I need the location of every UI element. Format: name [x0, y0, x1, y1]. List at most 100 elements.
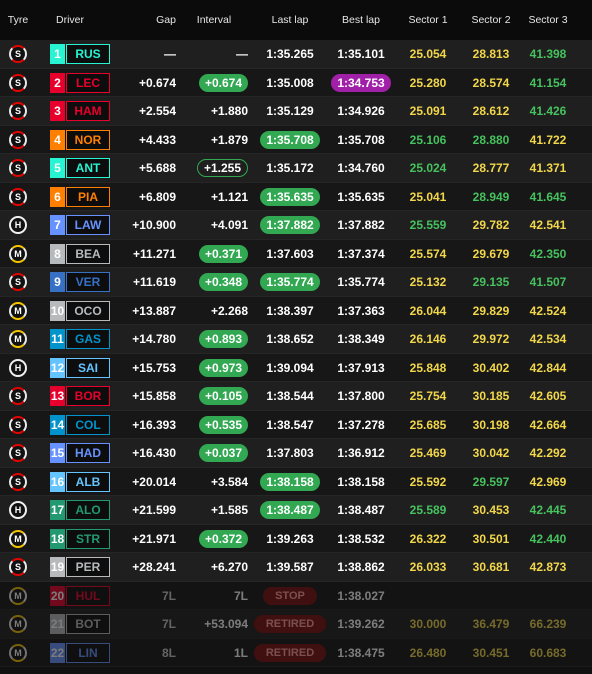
table-row[interactable]: S 16 ALB +20.014 +3.584 1:38.158 1:38.158 25.59… — [0, 467, 592, 496]
best-lap-value: 1:35.708 — [337, 132, 385, 147]
sector-2-value: 29.782 — [472, 218, 510, 233]
sector-3-value: 42.541 — [529, 218, 567, 233]
interval-value: +0.371 — [198, 244, 248, 263]
sector-2-value: 36.479 — [472, 617, 510, 632]
driver-code[interactable]: ALO — [66, 500, 110, 521]
row-divider — [0, 609, 592, 610]
table-row[interactable]: S 4 NOR +4.433 +1.879 1:35.708 1:35.708 25.106 2… — [0, 125, 592, 154]
driver-code[interactable]: BEA — [66, 243, 110, 264]
table-row[interactable]: M 21 BOT 7L +53.094 RETIRED 1:39.262 30.000 36.4… — [0, 610, 592, 639]
gap-value: +11.271 — [132, 246, 176, 261]
position: 20 — [50, 585, 65, 606]
sector-1-value: 25.589 — [409, 503, 447, 518]
driver-code[interactable]: RUS — [66, 44, 110, 65]
tyre-soft-icon: S — [9, 73, 27, 92]
tyre-medium-icon: M — [9, 330, 27, 349]
header-interval: Interval — [196, 14, 232, 26]
position: 6 — [50, 186, 65, 207]
table-row[interactable]: M 10 OCO +13.887 +2.268 1:38.397 1:37.363 26.04… — [0, 296, 592, 325]
driver-code[interactable]: VER — [66, 272, 110, 293]
best-lap-value: 1:38.487 — [337, 503, 385, 518]
table-row[interactable]: H 7 LAW +10.900 +4.091 1:37.882 1:37.882 25.559… — [0, 211, 592, 240]
driver-code[interactable]: ALB — [66, 471, 110, 492]
table-row[interactable]: M 18 STR +21.971 +0.372 1:39.263 1:38.532 26.32… — [0, 524, 592, 553]
table-row[interactable]: M 20 HUL 7L 7L STOP 1:38.027 — [0, 581, 592, 610]
last-lap-value: 1:35.172 — [266, 161, 314, 176]
sector-1-value: 25.132 — [409, 275, 447, 290]
sector-1-value: 30.000 — [409, 617, 447, 632]
row-divider — [0, 580, 592, 582]
table-row[interactable]: M 22 LIN 8L 1L RETIRED 1:38.475 26.480 30.451 60.… — [0, 638, 592, 667]
sector-3-value: 41.371 — [529, 161, 567, 176]
header-last-lap: Last lap — [271, 14, 309, 26]
table-row[interactable]: S 6 PIA +6.809 +1.121 1:35.635 1:35.635 25.041 2… — [0, 182, 592, 211]
table-row[interactable]: S 15 HAD +16.430 +0.037 1:37.803 1:36.912 25.46… — [0, 439, 592, 468]
table-row[interactable]: S 2 LEC +0.674 +0.674 1:35.008 1:34.753 25.280 2… — [0, 68, 592, 97]
driver-code[interactable]: BOT — [66, 614, 110, 635]
header-tyre: Tyre — [7, 14, 29, 26]
driver-code[interactable]: NOR — [66, 129, 110, 150]
tyre-soft-icon: S — [9, 558, 27, 577]
driver-code[interactable]: LIN — [66, 642, 110, 663]
table-row[interactable]: S 5 ANT +5.688 +1.255 1:35.172 1:34.760 25.024 2… — [0, 154, 592, 183]
sector-3-value: 42.844 — [529, 360, 567, 375]
driver-code[interactable]: HUL — [66, 585, 110, 606]
sector-1-value: 25.054 — [409, 47, 447, 62]
driver-code[interactable]: OCO — [66, 300, 110, 321]
gap-value: +21.599 — [132, 503, 176, 518]
table-row[interactable]: S 14 COL +16.393 +0.535 1:38.547 1:37.278 25.68… — [0, 410, 592, 439]
interval-value: +4.091 — [210, 218, 248, 233]
driver-code[interactable]: HAD — [66, 443, 110, 464]
row-divider — [0, 67, 592, 69]
table-row[interactable]: M 8 BEA +11.271 +0.371 1:37.603 1:37.374 25.574… — [0, 239, 592, 268]
tyre-soft-icon: S — [9, 45, 27, 64]
interval-value: +0.973 — [198, 358, 248, 377]
sector-2-value: 28.813 — [472, 47, 510, 62]
table-row[interactable]: S 13 BOR +15.858 +0.105 1:38.544 1:37.800 25.75… — [0, 382, 592, 411]
driver-code[interactable]: ANT — [66, 158, 110, 179]
sector-1-value: 26.033 — [409, 560, 447, 575]
best-lap-value: 1:35.635 — [337, 189, 385, 204]
driver-code[interactable]: PIA — [66, 186, 110, 207]
table-row[interactable]: H 17 ALO +21.599 +1.585 1:38.487 1:38.487 25.58… — [0, 496, 592, 525]
tyre-hard-icon: H — [9, 358, 27, 377]
driver-code[interactable]: BOR — [66, 386, 110, 407]
sector-3-value: 66.239 — [529, 617, 567, 632]
table-row[interactable]: M 11 GAS +14.780 +0.893 1:38.652 1:38.349 26.14… — [0, 325, 592, 354]
row-divider — [0, 352, 592, 354]
gap-value: 7L — [161, 617, 176, 632]
sector-2-value: 28.612 — [472, 104, 510, 119]
position: 12 — [50, 357, 65, 378]
driver-code[interactable]: LEC — [66, 72, 110, 93]
interval-value: +0.105 — [198, 387, 248, 406]
table-row[interactable]: S 1 RUS — — 1:35.265 1:35.101 25.054 28.813 41.39… — [0, 40, 592, 69]
driver-code[interactable]: GAS — [66, 329, 110, 350]
sector-1-value: 26.480 — [409, 645, 447, 660]
gap-value: +21.971 — [132, 531, 176, 546]
table-row[interactable]: S 19 PER +28.241 +6.270 1:39.587 1:38.862 26.03… — [0, 553, 592, 582]
driver-code[interactable]: HAM — [66, 101, 110, 122]
sector-3-value: 42.605 — [529, 389, 567, 404]
interval-value: +1.585 — [210, 503, 248, 518]
driver-code[interactable]: LAW — [66, 215, 110, 236]
driver-code[interactable]: STR — [66, 528, 110, 549]
best-lap-value: 1:34.753 — [331, 73, 391, 92]
table-row[interactable]: S 9 VER +11.619 +0.348 1:35.774 1:35.774 25.132… — [0, 268, 592, 297]
sector-1-value: 26.044 — [409, 303, 447, 318]
table-row[interactable]: S 3 HAM +2.554 +1.880 1:35.129 1:34.926 25.091 2… — [0, 97, 592, 126]
tyre-soft-icon: S — [9, 273, 27, 292]
tyre-soft-icon: S — [9, 102, 27, 121]
interval-value: +1.121 — [210, 189, 248, 204]
interval-value: 1L — [233, 645, 248, 660]
table-row[interactable]: H 12 SAI +15.753 +0.973 1:39.094 1:37.913 25.84… — [0, 353, 592, 382]
interval-value: +1.880 — [210, 104, 248, 119]
driver-code[interactable]: PER — [66, 557, 110, 578]
gap-value: +15.753 — [132, 360, 176, 375]
driver-code[interactable]: COL — [66, 414, 110, 435]
gap-value: — — [164, 47, 176, 62]
position: 19 — [50, 557, 65, 578]
driver-code[interactable]: SAI — [66, 357, 110, 378]
sector-1-value: 25.592 — [409, 474, 447, 489]
sector-2-value: 29.829 — [472, 303, 510, 318]
position: 11 — [50, 329, 65, 350]
